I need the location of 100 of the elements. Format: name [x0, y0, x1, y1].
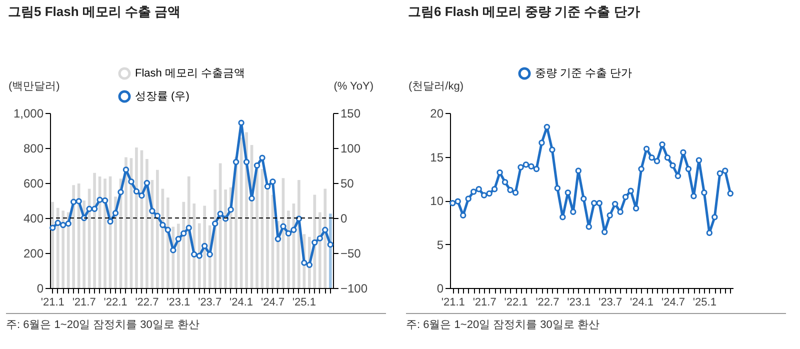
point — [580, 196, 587, 202]
x-tick-label: '24.7 — [260, 296, 284, 308]
x-tick-label: '22.1 — [104, 296, 128, 308]
bar — [156, 170, 159, 288]
point — [648, 154, 655, 161]
x-tick-label: '25.1 — [692, 296, 716, 308]
point — [70, 198, 77, 205]
y2-tick-label: 100 — [340, 142, 361, 156]
point — [202, 242, 208, 250]
y-tick-label: 10 — [430, 194, 444, 208]
point — [690, 193, 697, 200]
point — [491, 186, 498, 192]
point — [502, 179, 508, 186]
x-tick-label: '25.1 — [292, 296, 316, 308]
point — [254, 162, 260, 169]
point — [327, 242, 334, 248]
x-tick-label: '21.1 — [40, 296, 64, 308]
point — [180, 230, 187, 236]
point — [596, 200, 602, 206]
y-tick-label: 600 — [23, 176, 44, 190]
point — [107, 218, 114, 225]
point — [154, 212, 161, 219]
y-tick-label: 200 — [23, 246, 44, 260]
x-tick-label: '24.1 — [630, 296, 654, 308]
point — [91, 206, 98, 212]
point — [290, 226, 297, 233]
bar — [93, 172, 96, 288]
x-tick-label: '24.1 — [230, 296, 254, 308]
point — [628, 188, 634, 194]
point — [496, 169, 503, 176]
point — [512, 190, 519, 196]
point — [664, 154, 671, 161]
point — [465, 196, 472, 202]
point — [54, 220, 61, 226]
y2-tick-label: 0 — [340, 212, 348, 226]
chart-title: 그림5 Flash 메모리 수출 금액 — [8, 4, 181, 19]
bar — [187, 176, 190, 288]
point — [76, 198, 82, 204]
bar — [62, 210, 65, 288]
point — [270, 178, 276, 185]
y-tick-label: 15 — [430, 150, 444, 164]
legend-label: 성장률 (우) — [135, 90, 190, 102]
point — [727, 190, 734, 197]
x-tick-label: '23.7 — [198, 296, 222, 308]
bar — [266, 183, 269, 288]
point — [65, 220, 72, 227]
point — [617, 208, 624, 215]
point — [316, 235, 323, 242]
text: 주: 6월은 1~20일 잠정치를 30일로 환산 — [6, 313, 386, 332]
y-tick-label: 5 — [436, 238, 444, 252]
point — [86, 206, 92, 212]
point — [264, 183, 271, 190]
point — [560, 214, 566, 220]
point — [248, 195, 255, 202]
point — [528, 163, 534, 170]
bar — [146, 159, 148, 288]
point — [544, 124, 550, 130]
point — [622, 194, 629, 200]
y2-axis-title: (% YoY) — [334, 80, 374, 92]
point — [632, 205, 640, 212]
y2-tick-label: −100 — [340, 282, 368, 296]
point — [238, 120, 244, 126]
point — [454, 198, 461, 204]
y-tick-label: 20 — [430, 106, 444, 120]
point — [606, 212, 613, 218]
y2-tick-label: −50 — [340, 246, 362, 260]
point — [470, 188, 477, 195]
x-tick-label: '24.7 — [661, 296, 685, 308]
point — [638, 166, 644, 172]
point — [175, 236, 182, 242]
point — [643, 146, 650, 152]
point — [118, 189, 124, 196]
point — [60, 222, 66, 228]
point — [306, 262, 313, 268]
bar — [324, 188, 327, 288]
chart-title: 그림6 Flash 메모리 중량 기준 수출 단가 — [408, 4, 640, 19]
point — [701, 190, 708, 196]
bar — [176, 224, 180, 288]
bar — [135, 147, 138, 288]
point — [570, 208, 576, 215]
y-tick-label: 400 — [23, 212, 44, 226]
point — [50, 224, 56, 231]
point — [285, 230, 292, 236]
bar — [203, 206, 206, 288]
x-tick-label: '23.1 — [166, 296, 190, 308]
bar — [182, 202, 186, 288]
bar — [318, 212, 322, 288]
bar — [224, 189, 227, 288]
point — [696, 157, 702, 164]
point — [312, 239, 318, 246]
point — [196, 252, 202, 259]
point — [450, 200, 456, 206]
text: 주: 6월은 1~20일 잠정치를 30일로 환산 — [406, 313, 786, 332]
y2-tick-label: 50 — [340, 176, 354, 190]
point — [554, 185, 561, 192]
point — [243, 158, 250, 166]
x-tick-label: '23.7 — [598, 296, 622, 308]
y2-tick-label: 150 — [340, 106, 361, 120]
point — [212, 220, 218, 227]
point — [186, 224, 192, 231]
